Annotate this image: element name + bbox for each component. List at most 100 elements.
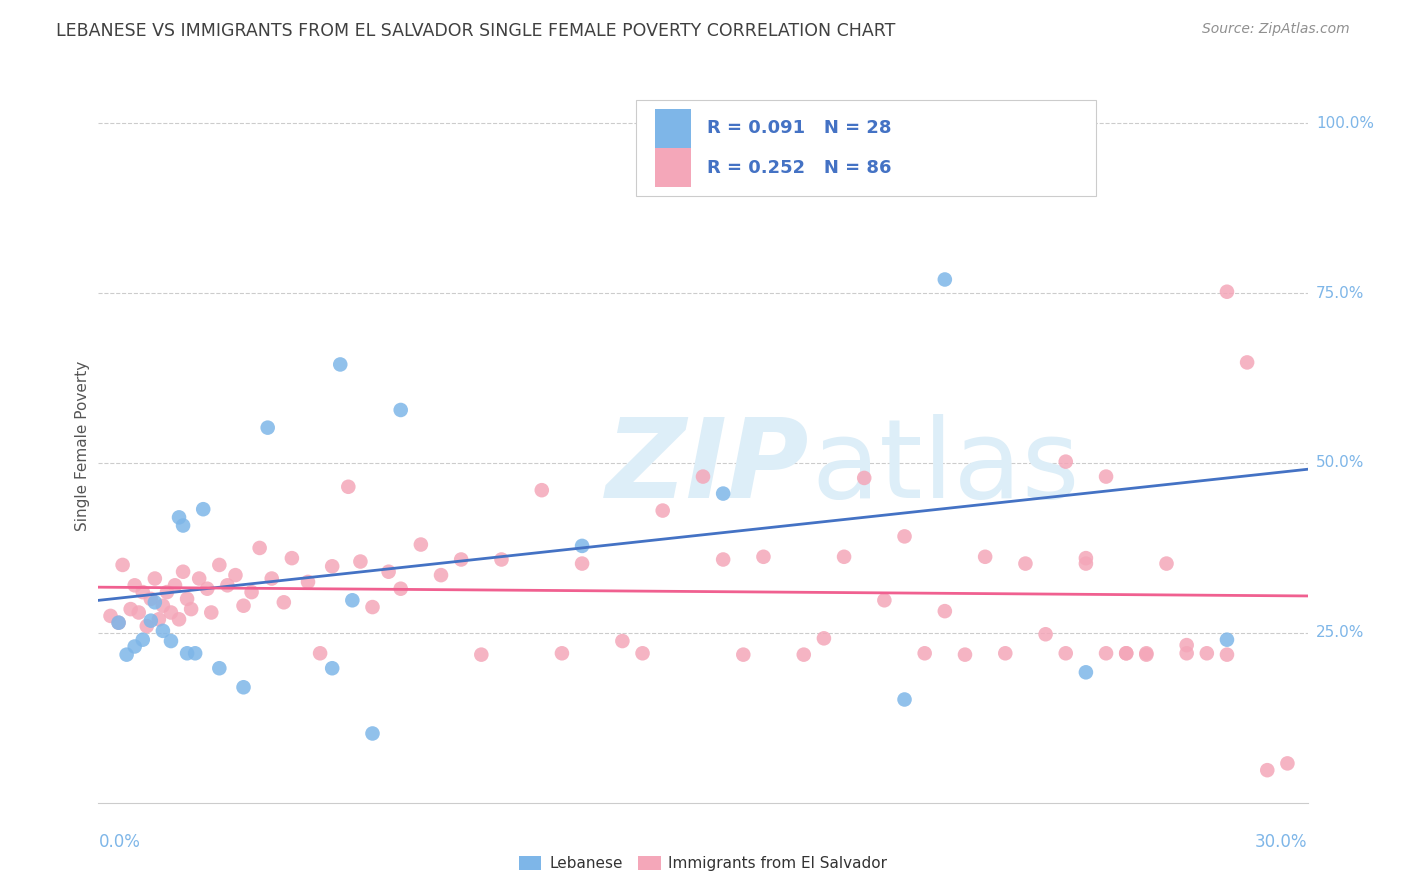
Point bbox=[160, 634, 183, 648]
Point bbox=[180, 602, 202, 616]
Point bbox=[361, 600, 384, 615]
Y-axis label: Single Female Poverty: Single Female Poverty bbox=[75, 361, 90, 531]
Point bbox=[1216, 632, 1239, 647]
Point bbox=[873, 593, 896, 607]
Point bbox=[167, 612, 190, 626]
Point bbox=[139, 614, 162, 628]
Point bbox=[491, 552, 513, 566]
Point bbox=[107, 615, 129, 630]
Point bbox=[135, 619, 157, 633]
Point bbox=[1115, 646, 1137, 660]
Point bbox=[1054, 455, 1077, 469]
Point bbox=[551, 646, 574, 660]
Point bbox=[256, 420, 278, 434]
Point bbox=[409, 537, 432, 551]
Point bbox=[1195, 646, 1218, 660]
Point bbox=[1074, 551, 1097, 566]
Text: 100.0%: 100.0% bbox=[1316, 116, 1374, 131]
Point bbox=[893, 529, 915, 543]
Point bbox=[217, 578, 239, 592]
Point bbox=[195, 582, 218, 596]
Legend: Lebanese, Immigrants from El Salvador: Lebanese, Immigrants from El Salvador bbox=[512, 850, 894, 877]
Point bbox=[1035, 627, 1057, 641]
Point bbox=[711, 486, 734, 500]
Point bbox=[107, 615, 129, 630]
Point bbox=[832, 549, 855, 564]
Point bbox=[152, 624, 174, 638]
Point bbox=[733, 648, 755, 662]
Point bbox=[389, 582, 412, 596]
Point bbox=[934, 604, 956, 618]
Point bbox=[193, 502, 215, 516]
Text: 75.0%: 75.0% bbox=[1316, 285, 1364, 301]
Point bbox=[612, 634, 634, 648]
Point bbox=[172, 565, 194, 579]
Bar bbox=[655, 148, 690, 187]
Point bbox=[711, 552, 734, 566]
Point bbox=[163, 578, 186, 592]
Text: 30.0%: 30.0% bbox=[1256, 833, 1308, 851]
Point bbox=[232, 680, 254, 694]
Text: LEBANESE VS IMMIGRANTS FROM EL SALVADOR SINGLE FEMALE POVERTY CORRELATION CHART: LEBANESE VS IMMIGRANTS FROM EL SALVADOR … bbox=[56, 22, 896, 40]
Point bbox=[571, 557, 593, 571]
Point bbox=[1175, 646, 1198, 660]
Point bbox=[232, 599, 254, 613]
Point bbox=[1135, 646, 1157, 660]
Point bbox=[1256, 763, 1278, 777]
Point bbox=[321, 661, 343, 675]
Point bbox=[934, 272, 956, 286]
Point bbox=[176, 646, 198, 660]
Point bbox=[1014, 557, 1036, 571]
Text: R = 0.091   N = 28: R = 0.091 N = 28 bbox=[707, 120, 891, 137]
Point bbox=[389, 403, 412, 417]
Point bbox=[148, 612, 170, 626]
Point bbox=[853, 471, 876, 485]
Text: 50.0%: 50.0% bbox=[1316, 456, 1364, 470]
Point bbox=[893, 692, 915, 706]
Point bbox=[793, 648, 815, 662]
Point bbox=[124, 640, 146, 654]
Point bbox=[813, 632, 835, 646]
Point bbox=[132, 632, 155, 647]
Point bbox=[124, 578, 146, 592]
Point bbox=[152, 599, 174, 613]
Point bbox=[1236, 355, 1258, 369]
Point bbox=[692, 469, 714, 483]
Text: Source: ZipAtlas.com: Source: ZipAtlas.com bbox=[1202, 22, 1350, 37]
Point bbox=[1115, 646, 1137, 660]
Point bbox=[1277, 756, 1299, 771]
Point bbox=[240, 585, 263, 599]
Point bbox=[224, 568, 246, 582]
Point bbox=[631, 646, 654, 660]
Point bbox=[1175, 638, 1198, 652]
Point bbox=[172, 518, 194, 533]
Point bbox=[160, 606, 183, 620]
Point bbox=[281, 551, 304, 566]
Point bbox=[115, 648, 138, 662]
Text: 0.0%: 0.0% bbox=[98, 833, 141, 851]
Point bbox=[128, 606, 150, 620]
Point bbox=[208, 661, 231, 675]
Point bbox=[752, 549, 775, 564]
Text: atlas: atlas bbox=[811, 414, 1080, 521]
Point bbox=[100, 608, 122, 623]
Point bbox=[651, 503, 673, 517]
Text: ZIP: ZIP bbox=[606, 414, 810, 521]
Point bbox=[321, 559, 343, 574]
Text: 25.0%: 25.0% bbox=[1316, 625, 1364, 640]
Point bbox=[120, 602, 142, 616]
Point bbox=[188, 572, 211, 586]
Point bbox=[143, 595, 166, 609]
Point bbox=[184, 646, 207, 660]
Point bbox=[1156, 557, 1178, 571]
Point bbox=[309, 646, 332, 660]
Point bbox=[208, 558, 231, 572]
Point bbox=[974, 549, 997, 564]
Point bbox=[349, 555, 371, 569]
Point bbox=[1095, 469, 1118, 483]
Point bbox=[1135, 648, 1157, 662]
Bar bbox=[655, 109, 690, 148]
Point bbox=[430, 568, 453, 582]
Point bbox=[342, 593, 364, 607]
Point bbox=[450, 552, 472, 566]
